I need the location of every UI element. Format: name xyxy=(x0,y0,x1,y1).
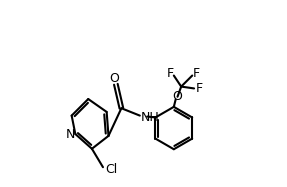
Text: F: F xyxy=(196,82,203,95)
Text: N: N xyxy=(66,128,75,140)
Text: NH: NH xyxy=(141,111,160,124)
Text: O: O xyxy=(109,72,119,85)
Text: Cl: Cl xyxy=(105,163,117,176)
Text: O: O xyxy=(172,90,183,103)
Text: F: F xyxy=(166,67,174,80)
Text: F: F xyxy=(192,67,199,80)
